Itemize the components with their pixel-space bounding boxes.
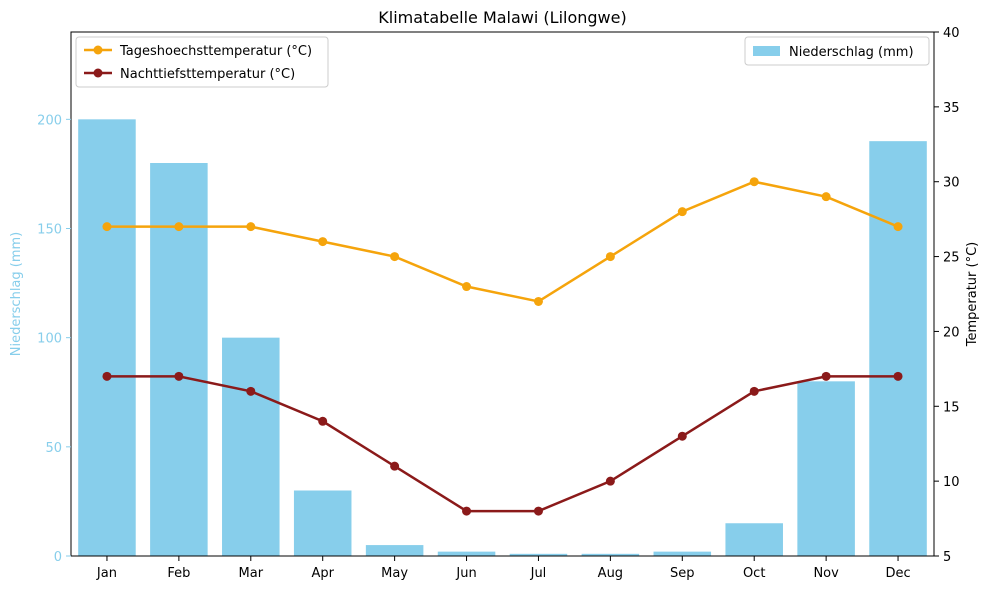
x-tick-label: Jun	[455, 566, 476, 581]
bar-nov	[797, 381, 855, 556]
series-1-point-jan	[102, 371, 112, 381]
x-tick-label: Nov	[813, 566, 839, 581]
series-1-point-may	[390, 461, 400, 471]
series-1-point-dec	[893, 371, 903, 381]
series-0-point-jun	[462, 282, 472, 292]
series-0-point-aug	[605, 252, 615, 262]
y-right-tick-label: 30	[943, 176, 960, 191]
y-left-tick-label: 100	[37, 332, 62, 347]
series-1-point-sep	[677, 431, 687, 441]
legend-temperature: Tageshoechsttemperatur (°C) Nachttiefstte…	[75, 36, 329, 88]
legend-precipitation: Niederschlag (mm)	[744, 36, 930, 66]
series-1-point-jun	[462, 506, 472, 516]
x-tick-label: May	[381, 566, 408, 581]
legend-box	[75, 36, 329, 88]
x-tick-label: Apr	[311, 566, 334, 581]
legend-bar-swatch	[753, 46, 780, 56]
x-tick-label: Jul	[530, 566, 547, 581]
series-0-point-oct	[749, 177, 759, 187]
series-0-point-sep	[677, 207, 687, 217]
series-1-point-mar	[246, 386, 256, 396]
chart-title: Klimatabelle Malawi (Lilongwe)	[378, 8, 626, 27]
bar-sep	[653, 551, 712, 556]
x-tick-label: Aug	[598, 566, 623, 581]
y-right-tick-label: 25	[943, 251, 960, 266]
x-tick-label: Sep	[670, 566, 695, 581]
y-right-tick-label: 40	[943, 26, 960, 41]
legend-entry-label: Tageshoechsttemperatur (°C)	[119, 44, 312, 59]
y-left-tick-label: 150	[37, 223, 62, 238]
y-left-tick-label: 0	[54, 550, 62, 565]
y-left-tick-label: 200	[37, 113, 62, 128]
y-left-tick-label: 50	[45, 441, 62, 456]
x-tick-label: Jan	[96, 566, 117, 581]
series-0-point-apr	[318, 237, 328, 247]
legend-marker	[93, 68, 103, 78]
bar-aug	[581, 553, 640, 556]
y-axis-right-label: Temperatur (°C)	[965, 242, 980, 348]
bar-may	[365, 545, 424, 556]
x-tick-label: Oct	[743, 566, 765, 581]
series-0-point-nov	[821, 192, 831, 202]
bar-apr	[293, 490, 352, 556]
legend-box	[744, 36, 930, 66]
series-0-point-jan	[102, 222, 112, 232]
series-1-point-feb	[174, 371, 184, 381]
series-0-point-feb	[174, 222, 184, 232]
series-0-point-jul	[533, 296, 543, 306]
bar-jun	[437, 551, 496, 556]
legend-entry-label: Niederschlag (mm)	[789, 45, 914, 60]
legend-entry-label: Nachttiefsttemperatur (°C)	[120, 67, 295, 82]
y-right-tick-label: 20	[943, 325, 960, 340]
plot-frame	[70, 31, 935, 557]
bar-feb	[150, 163, 208, 556]
y-axis-left: 0 50 100 150 200	[37, 113, 71, 565]
bar-oct	[725, 523, 783, 556]
series-1-point-apr	[318, 416, 328, 426]
series-line-1	[106, 375, 899, 513]
series-0-point-mar	[246, 222, 256, 232]
bar-dec	[869, 141, 927, 556]
y-right-tick-label: 10	[943, 475, 960, 490]
series-0-point-may	[390, 252, 400, 262]
legend-marker	[93, 45, 103, 55]
series-1-point-nov	[821, 371, 831, 381]
y-axis-left-label: Niederschlag (mm)	[9, 232, 24, 357]
x-tick-label: Feb	[167, 566, 190, 581]
x-axis: Jan Feb Mar Apr May Jun Jul Aug Sep Oct Nov Dec	[96, 556, 911, 581]
bar-jul	[509, 553, 568, 556]
series-line-0	[106, 180, 899, 303]
lines-group	[102, 177, 903, 516]
series-1-point-jul	[533, 506, 543, 516]
bars-group	[78, 119, 927, 556]
y-right-tick-label: 35	[943, 101, 960, 116]
y-right-tick-label: 15	[943, 400, 960, 415]
series-1-point-aug	[605, 476, 615, 486]
series-1-point-oct	[749, 386, 759, 396]
x-tick-label: Dec	[885, 566, 910, 581]
x-tick-label: Mar	[239, 566, 264, 581]
bar-jan	[78, 119, 136, 556]
bar-mar	[222, 337, 280, 556]
series-0-point-dec	[893, 222, 903, 232]
y-right-tick-label: 5	[943, 550, 951, 565]
y-axis-right: 5 10 15 20 25 30 35 40	[934, 26, 960, 565]
